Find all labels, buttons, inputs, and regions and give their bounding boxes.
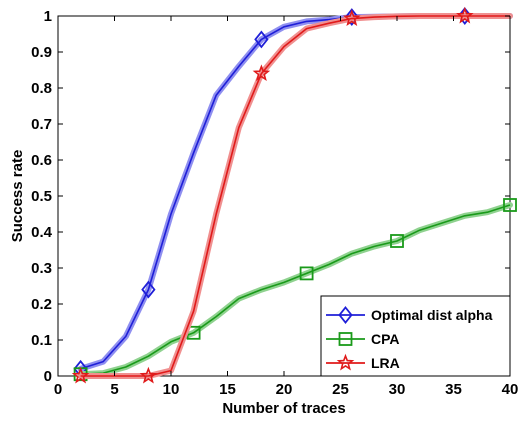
series-3 (71, 6, 513, 384)
data-point-marker (254, 30, 269, 49)
data-point-marker (390, 234, 404, 248)
y-tick-label: 0.4 (31, 224, 53, 241)
legend-marker (338, 306, 353, 324)
y-tick-label: 0.5 (31, 188, 52, 205)
legend-marker (336, 353, 355, 371)
x-tick-label: 20 (276, 381, 293, 398)
x-tick-label: 25 (332, 381, 349, 398)
data-point-marker (252, 64, 271, 82)
x-axis-label: Number of traces (222, 400, 345, 417)
ticks-layer: 0 5 10 15 20 25 30 35 40 0 0.1 0.2 0.3 0.4 0.5 0.6 0.7 0.… (31, 8, 518, 398)
data-point-marker (456, 6, 474, 24)
y-tick-label: 0.9 (31, 44, 52, 61)
x-tick-label: 15 (219, 381, 236, 398)
data-point-marker (299, 266, 314, 281)
y-tick-label: 0.6 (31, 152, 52, 169)
y-tick-label: 1 (44, 8, 52, 25)
legend-label: LRA (371, 355, 400, 371)
data-point-marker (139, 366, 158, 384)
data-point-marker (141, 280, 156, 299)
legend-entries: Optimal dist alpha CPA LRA (326, 306, 493, 371)
legend-label: Optimal dist alpha (371, 307, 493, 323)
y-tick-label: 0.3 (31, 260, 52, 277)
x-tick-label: 35 (445, 381, 462, 398)
legend-label: CPA (371, 331, 400, 347)
series-line-2 (80, 204, 511, 375)
x-tick-label: 5 (110, 381, 118, 398)
series-layer (57, 6, 517, 384)
legend-entry-1: Optimal dist alpha (326, 306, 493, 324)
legend-entry-3: LRA (326, 353, 400, 371)
data-point-marker (71, 366, 90, 384)
data-point-marker (503, 198, 517, 212)
data-point-marker (344, 8, 359, 27)
y-tick-label: 0.8 (31, 80, 52, 97)
legend-entry-2: CPA (326, 331, 400, 347)
x-tick-label: 40 (502, 381, 519, 398)
y-axis-label: Success rate (9, 150, 26, 243)
y-tick-label: 0.1 (31, 332, 52, 349)
x-tick-label: 10 (163, 381, 180, 398)
x-tick-label: 0 (54, 381, 62, 398)
y-tick-label: 0.7 (31, 116, 52, 133)
legend: Optimal dist alpha CPA LRA (320, 295, 511, 377)
legend-marker (338, 332, 353, 346)
y-tick-label: 0.2 (31, 296, 52, 313)
y-tick-label: 0 (44, 368, 52, 385)
series-line-3 (80, 15, 510, 377)
data-point-marker (343, 9, 361, 26)
x-tick-label: 30 (389, 381, 406, 398)
